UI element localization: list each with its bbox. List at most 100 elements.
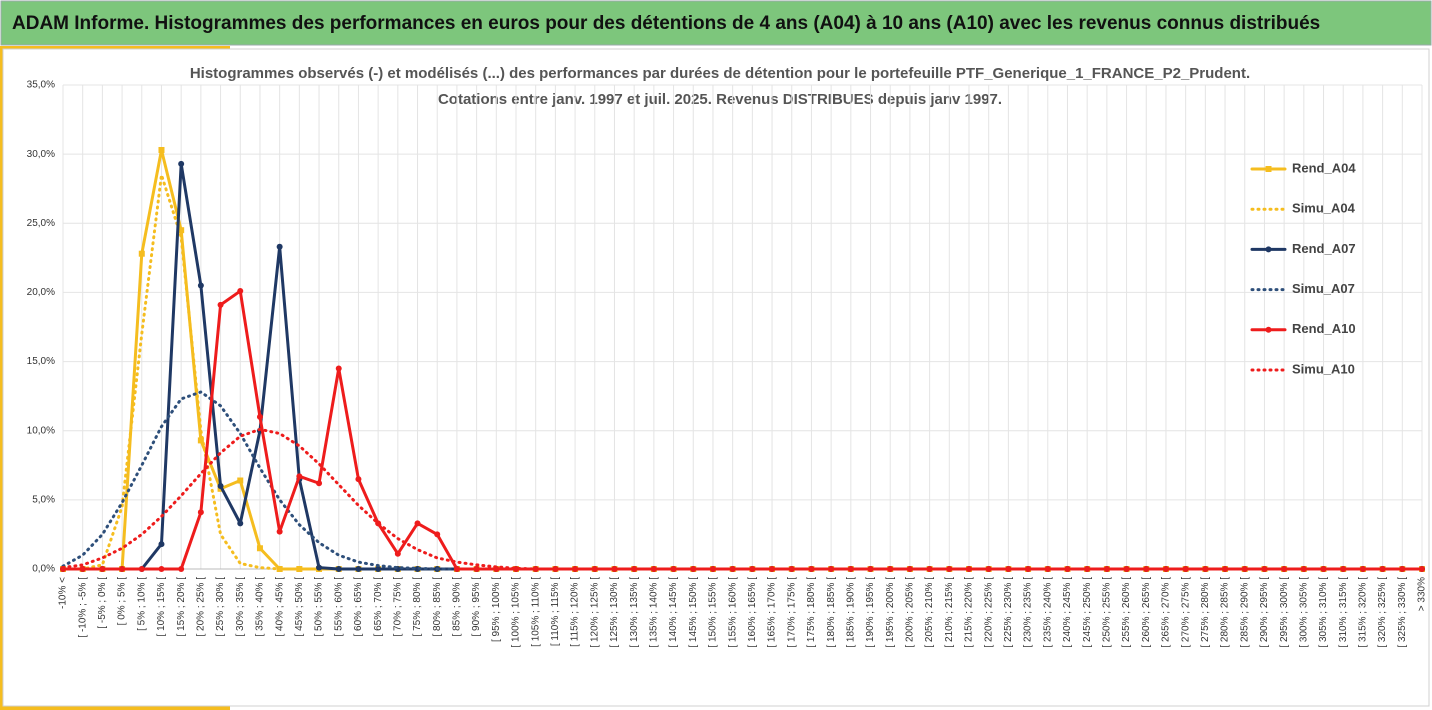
x-tick-label: [ 40% ; 45% [ (274, 577, 285, 637)
legend-label: Rend_A10 (1292, 321, 1356, 336)
accent (0, 706, 230, 710)
x-tick-label: [ 115% ; 120% [ (570, 577, 581, 647)
x-tick-label: [ 145% ; 150% [ (688, 577, 699, 648)
legend-label: Simu_A10 (1292, 361, 1355, 376)
y-tick-label: 5,0% (32, 494, 55, 505)
x-tick-label: [ 15% ; 20% [ (176, 577, 187, 637)
x-tick-label: [ -5% ; 0% [ (97, 577, 108, 629)
x-tick-label: [ 95% ; 100% [ (491, 577, 502, 642)
x-tick-label: [ 200% ; 205% [ (905, 577, 916, 648)
legend-label: Simu_A04 (1292, 201, 1356, 216)
x-tick-label: [ 75% ; 80% [ (412, 577, 423, 637)
marker (119, 566, 126, 572)
x-tick-label: [ 255% ; 260% [ (1121, 577, 1132, 648)
x-tick-label: [ 50% ; 55% [ (314, 577, 325, 637)
x-tick-label: [ 280% ; 285% [ (1220, 577, 1231, 648)
x-tick-label: [ 70% ; 75% [ (392, 577, 403, 637)
x-tick-label: [ 150% ; 155% [ (708, 577, 719, 648)
x-tick-label: [ 30% ; 35% [ (235, 577, 246, 637)
x-tick-label: [ 65% ; 70% [ (373, 577, 384, 637)
x-tick-label: [ 275% ; 280% [ (1200, 577, 1211, 648)
x-tick-label: [ 155% ; 160% [ (727, 577, 738, 648)
x-tick-label: [ 170% ; 175% [ (786, 577, 797, 648)
y-tick-label: 10,0% (27, 425, 55, 436)
x-tick-label: [ 180% ; 185% [ (826, 577, 837, 648)
accent (0, 46, 230, 49)
x-tick-label: [ 185% ; 190% [ (845, 577, 856, 648)
x-tick-label: [ 225% ; 230% [ (1003, 577, 1014, 648)
x-tick-label: [ 270% ; 275% [ (1180, 577, 1191, 648)
accent (0, 46, 3, 710)
marker (414, 520, 421, 527)
marker (237, 520, 244, 527)
marker (1064, 566, 1071, 572)
legend-label: Rend_A04 (1292, 160, 1356, 175)
x-tick-label: [ 215% ; 220% [ (964, 577, 975, 648)
x-tick-label: [ 90% ; 95% [ (471, 577, 482, 637)
marker (79, 566, 86, 572)
x-tick-label: [ 305% ; 310% [ (1318, 577, 1329, 648)
x-tick-label: [ 325% ; 330% [ (1397, 577, 1408, 648)
marker (256, 545, 263, 552)
x-tick-label: [ 260% ; 265% [ (1141, 577, 1152, 648)
marker (729, 566, 736, 572)
marker (256, 413, 263, 420)
marker (453, 566, 460, 572)
x-tick-label: [ 295% ; 300% [ (1279, 577, 1290, 648)
legend-label: Simu_A07 (1292, 281, 1355, 296)
marker (867, 566, 874, 572)
marker (99, 566, 106, 572)
marker (316, 564, 323, 571)
x-tick-label: [ 25% ; 30% [ (215, 577, 226, 637)
marker (178, 566, 185, 572)
x-tick-label: [ 135% ; 140% [ (649, 577, 660, 648)
marker (355, 566, 362, 572)
marker (217, 483, 224, 490)
x-tick-label: [ 0% ; 5% [ (117, 577, 128, 626)
x-tick-label: [ 85% ; 90% [ (452, 577, 463, 637)
x-tick-label: [ 320% ; 325% [ (1377, 577, 1388, 648)
marker (1359, 566, 1366, 572)
marker (1222, 566, 1229, 572)
x-tick-label: [ 175% ; 180% [ (806, 577, 817, 648)
marker (1281, 566, 1288, 572)
marker (158, 541, 165, 548)
marker (158, 566, 165, 572)
marker (335, 566, 342, 572)
marker (237, 288, 244, 295)
marker (1202, 566, 1209, 572)
x-tick-label: [ 160% ; 165% [ (747, 577, 758, 648)
marker (197, 509, 204, 516)
y-tick-label: 25,0% (27, 218, 55, 229)
x-tick-label: [ 265% ; 270% [ (1161, 577, 1172, 648)
x-tick-label: [ 110% ; 115% [ (550, 577, 561, 646)
marker (316, 480, 323, 487)
marker (1340, 566, 1347, 572)
x-tick-label: [ 195% ; 200% [ (885, 577, 896, 648)
x-tick-label: [ 240% ; 245% [ (1062, 577, 1073, 648)
x-tick-label: [ 35% ; 40% [ (255, 577, 266, 637)
marker (197, 437, 204, 444)
marker (375, 566, 382, 572)
x-tick-label: [ 45% ; 50% [ (294, 577, 305, 637)
x-tick-label: [ -10% ; -5% [ (77, 577, 88, 638)
legend-marker (1265, 326, 1272, 333)
x-tick-label: [ 205% ; 210% [ (924, 577, 935, 648)
marker (217, 301, 224, 308)
marker (355, 476, 362, 483)
x-tick-label: [ 235% ; 240% [ (1042, 577, 1053, 648)
legend-marker (1265, 246, 1272, 253)
marker (1084, 566, 1091, 572)
x-tick-label: > 330% (1417, 577, 1428, 611)
x-tick-label: [ 285% ; 290% [ (1239, 577, 1250, 648)
x-tick-label: [ 140% ; 145% [ (668, 577, 679, 648)
x-tick-label: [ 190% ; 195% [ (865, 577, 876, 648)
x-tick-label: [ 230% ; 235% [ (1023, 577, 1034, 648)
marker (138, 250, 145, 257)
y-tick-label: 0,0% (32, 564, 55, 575)
x-tick-label: [ 245% ; 250% [ (1082, 577, 1093, 648)
x-tick-label: [ 165% ; 170% [ (767, 577, 778, 648)
x-tick-label: [ 300% ; 305% [ (1298, 577, 1309, 648)
